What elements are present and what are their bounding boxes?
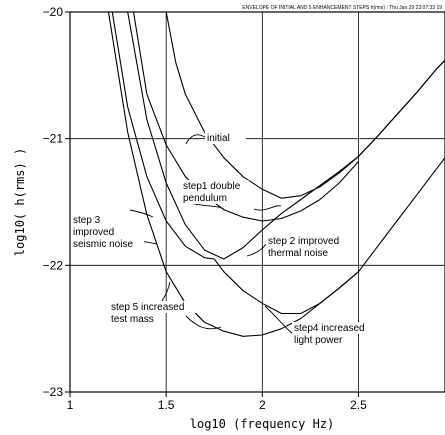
annotation-label: thermal noise bbox=[268, 248, 328, 259]
annotation-label: step 5 increased bbox=[111, 302, 184, 313]
y-axis-label: log10( h(rms) ) bbox=[13, 148, 27, 256]
annotation-label: test mass bbox=[111, 314, 154, 325]
y-tick-label: −21 bbox=[43, 132, 64, 146]
y-tick-label: −22 bbox=[43, 258, 64, 272]
annotation-bg bbox=[109, 313, 161, 325]
x-ticks: 1 1.5 2 2.5 bbox=[67, 392, 367, 412]
series-line-4 bbox=[111, 11, 215, 260]
annotation-label: step 2 improved bbox=[268, 236, 339, 247]
annotation-bg bbox=[71, 238, 144, 250]
y-tick-label: −20 bbox=[43, 5, 64, 19]
annotation-bg bbox=[109, 301, 198, 313]
plot-frame bbox=[69, 11, 445, 393]
x-tick-label: 1.5 bbox=[158, 398, 175, 412]
annotation-bg bbox=[181, 192, 228, 204]
annotation-bg bbox=[292, 334, 355, 346]
x-tick-label: 2 bbox=[259, 398, 266, 412]
series-line-2 bbox=[132, 11, 359, 222]
annotation-arrow bbox=[246, 243, 267, 257]
x-axis-label: log10 (frequency Hz) bbox=[190, 417, 335, 431]
y-ticks: −23 −22 −21 −20 bbox=[43, 5, 70, 399]
annotation-label: pendulum bbox=[183, 193, 227, 204]
grid-lines bbox=[70, 12, 445, 392]
annotation-label: initial bbox=[207, 133, 230, 144]
annotation-bg bbox=[292, 322, 376, 334]
x-tick-label: 1 bbox=[67, 398, 74, 412]
annotation-arrow bbox=[253, 205, 282, 211]
annotation-label: step4 increased bbox=[294, 323, 365, 334]
annotation-bg bbox=[181, 180, 249, 192]
annotation-bg bbox=[266, 235, 350, 247]
annotation-arrow bbox=[185, 134, 206, 145]
x-tick-label: 2.5 bbox=[350, 398, 367, 412]
series-lines bbox=[107, 11, 445, 337]
annotation-label: improved bbox=[73, 227, 114, 238]
annotation-label: seismic noise bbox=[73, 239, 133, 250]
annotation-bg bbox=[71, 214, 107, 226]
annotation-bg bbox=[205, 132, 247, 144]
annotation-arrow bbox=[264, 305, 294, 335]
annotation-label: step 3 bbox=[73, 215, 101, 226]
annotation-bg bbox=[71, 226, 118, 238]
annotation-label: light power bbox=[294, 335, 343, 346]
chart-title: ENVELOPE OF INITIAL AND 5 ENHANCEMENT ST… bbox=[242, 5, 442, 11]
y-tick-label: −23 bbox=[43, 385, 64, 399]
annotation-arrow bbox=[129, 209, 154, 218]
annotation-bg bbox=[266, 247, 339, 259]
series-line-3 bbox=[127, 11, 445, 260]
annotation-label: step1 double bbox=[183, 181, 241, 192]
series-line-6 bbox=[107, 11, 359, 337]
annotation-arrow bbox=[185, 315, 222, 330]
series-line-1 bbox=[165, 11, 445, 199]
